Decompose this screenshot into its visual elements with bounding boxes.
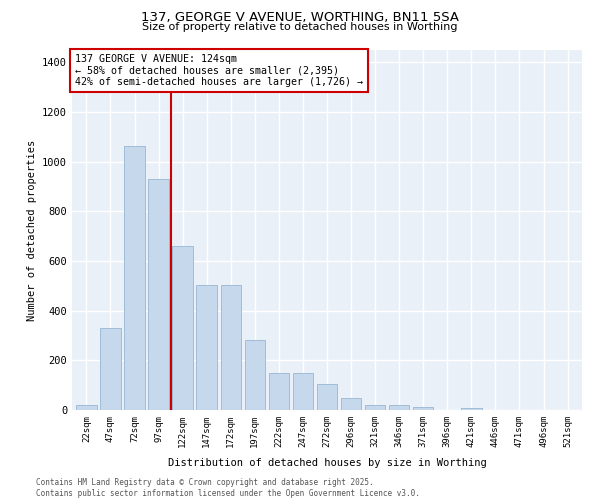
Bar [148, 179, 169, 410]
Bar [389, 405, 409, 410]
Bar [172, 246, 193, 410]
Bar [124, 146, 145, 410]
Bar [100, 328, 121, 410]
Bar [365, 404, 385, 410]
Bar [341, 398, 361, 410]
Bar [196, 284, 217, 410]
Text: Size of property relative to detached houses in Worthing: Size of property relative to detached ho… [142, 22, 458, 32]
Text: 137, GEORGE V AVENUE, WORTHING, BN11 5SA: 137, GEORGE V AVENUE, WORTHING, BN11 5SA [141, 11, 459, 24]
Bar [245, 340, 265, 410]
Bar [293, 373, 313, 410]
Bar [269, 373, 289, 410]
Bar [461, 408, 482, 410]
Text: Contains HM Land Registry data © Crown copyright and database right 2025.
Contai: Contains HM Land Registry data © Crown c… [36, 478, 420, 498]
Bar [317, 384, 337, 410]
Bar [413, 407, 433, 410]
Bar [76, 405, 97, 410]
X-axis label: Distribution of detached houses by size in Worthing: Distribution of detached houses by size … [167, 458, 487, 468]
Bar [221, 284, 241, 410]
Y-axis label: Number of detached properties: Number of detached properties [26, 140, 37, 320]
Text: 137 GEORGE V AVENUE: 124sqm
← 58% of detached houses are smaller (2,395)
42% of : 137 GEORGE V AVENUE: 124sqm ← 58% of det… [74, 54, 362, 87]
